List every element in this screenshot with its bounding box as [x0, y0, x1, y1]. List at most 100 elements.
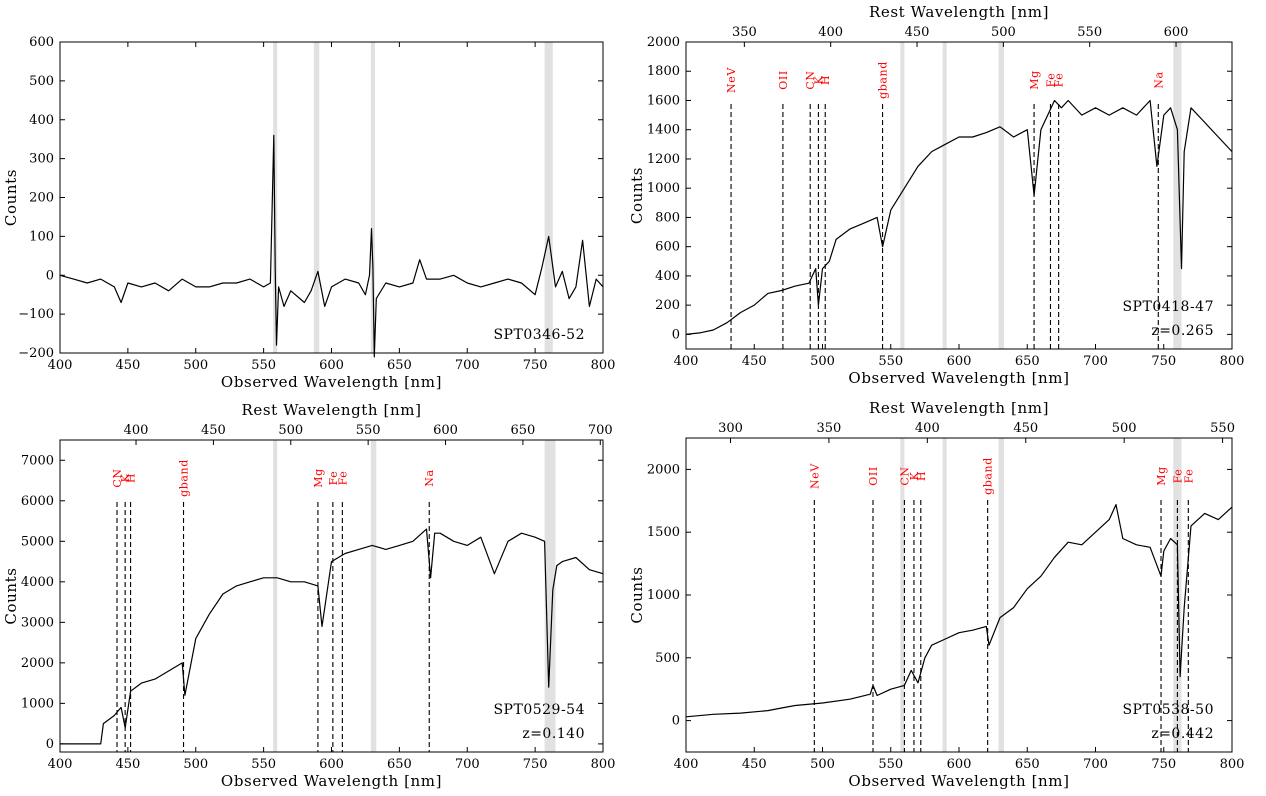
y-tick-label: 2000: [647, 35, 680, 50]
y-tick-label: 400: [29, 113, 54, 128]
telluric-band: [370, 440, 377, 752]
spectrum-line: [685, 99, 1233, 335]
x-tick-label: 700: [1083, 757, 1108, 772]
y-tick-label: −200: [18, 346, 54, 361]
x-axis-title: Observed Wavelength [nm]: [848, 369, 1069, 387]
feature-label: H: [819, 75, 832, 85]
feature-label: H: [125, 473, 138, 483]
spectrum-line: [59, 134, 604, 358]
telluric-band: [1173, 42, 1182, 349]
y-tick-label: 800: [655, 210, 680, 225]
x-tick-label: 700: [1083, 354, 1108, 369]
x-tick-label: 600: [319, 757, 344, 772]
x-tick-label: 500: [810, 757, 835, 772]
feature-label: gband: [877, 61, 890, 99]
x2-tick-label: 550: [1077, 25, 1102, 40]
object-name: SPT0529-54: [493, 702, 585, 718]
x-tick-label: 800: [591, 757, 616, 772]
y-tick-label: 300: [29, 152, 54, 167]
redshift-label: z=0.140: [522, 726, 585, 742]
feature-label: H: [915, 471, 928, 481]
x-tick-label: 500: [183, 358, 208, 373]
feature-label: Na: [423, 469, 436, 486]
telluric-band: [313, 42, 320, 353]
x2-tick-label: 500: [278, 423, 303, 438]
feature-label: OII: [777, 70, 790, 90]
y-tick-label: 1800: [647, 64, 680, 79]
feature-label: Fe: [1053, 73, 1066, 88]
x-tick-label: 750: [1151, 354, 1176, 369]
object-name: SPT0418-47: [1122, 299, 1214, 315]
x-tick-label: 600: [947, 757, 972, 772]
feature-label: Fe: [336, 471, 349, 486]
x-tick-label: 550: [878, 757, 903, 772]
feature-label: Na: [1152, 71, 1165, 88]
x-tick-label: 450: [742, 354, 767, 369]
x-tick-label: 650: [1015, 757, 1040, 772]
x2-axis-title: Rest Wavelength [nm]: [869, 399, 1049, 417]
y-axis-title: Counts: [2, 169, 20, 226]
feature-label: NeV: [808, 463, 821, 489]
telluric-band: [900, 42, 905, 349]
redshift-label: z=0.442: [1151, 726, 1214, 742]
x-tick-label: 650: [387, 358, 412, 373]
x-tick-label: 500: [183, 757, 208, 772]
telluric-band: [273, 440, 278, 752]
panel-1: 400 450 500 550 600 650 700 750 800 −200 −100 0 100 2…: [2, 35, 615, 391]
object-name: SPT0346-52: [493, 327, 585, 343]
y-tick-label: 5000: [21, 534, 54, 549]
x2-tick-label: 400: [915, 421, 940, 436]
x-tick-label: 600: [947, 354, 972, 369]
feature-label: CN: [898, 466, 911, 485]
y-tick-label: 500: [655, 651, 680, 666]
y-tick-label: −100: [18, 307, 54, 322]
x-tick-label: 750: [523, 757, 548, 772]
y-tick-label: 3000: [21, 615, 54, 630]
y-tick-label: 0: [46, 737, 54, 752]
feature-label: OII: [867, 466, 880, 486]
y-tick-label: 1500: [647, 525, 680, 540]
feature-label: Fe: [327, 471, 340, 486]
x2-tick-label: 600: [433, 423, 458, 438]
telluric-band: [942, 438, 947, 752]
feature-label: Fe: [1044, 73, 1057, 88]
spectrum-line: [685, 504, 1233, 718]
x-tick-label: 400: [674, 354, 699, 369]
y-tick-label: 1600: [647, 93, 680, 108]
object-name: SPT0538-50: [1122, 702, 1214, 718]
x-tick-label: 450: [742, 757, 767, 772]
x-tick-label: 400: [48, 358, 73, 373]
y-tick-label: 1200: [647, 152, 680, 167]
x-tick-label: 750: [523, 358, 548, 373]
y-tick-label: 400: [655, 269, 680, 284]
x2-tick-label: 550: [1210, 421, 1235, 436]
x-tick-label: 800: [591, 358, 616, 373]
telluric-band: [998, 438, 1005, 752]
telluric-band: [900, 438, 905, 752]
x2-tick-label: 450: [201, 423, 226, 438]
x-tick-label: 450: [115, 358, 140, 373]
y-tick-label: 2000: [647, 462, 680, 477]
feature-label: CN: [111, 468, 124, 487]
y-tick-label: 1000: [647, 588, 680, 603]
x-tick-label: 550: [878, 354, 903, 369]
x2-tick-label: 300: [718, 421, 743, 436]
feature-label: Mg: [1155, 466, 1168, 486]
telluric-band: [998, 42, 1005, 349]
y-tick-label: 200: [655, 298, 680, 313]
x-tick-label: 650: [1015, 354, 1040, 369]
x2-tick-label: 550: [356, 423, 381, 438]
y-tick-label: 600: [655, 240, 680, 255]
y-tick-label: 200: [29, 191, 54, 206]
x2-tick-label: 450: [905, 25, 930, 40]
x2-tick-label: 350: [732, 25, 757, 40]
telluric-band: [942, 42, 947, 349]
y-tick-label: 1000: [21, 696, 54, 711]
x-tick-label: 400: [48, 757, 73, 772]
y-tick-label: 100: [29, 229, 54, 244]
x-tick-label: 600: [319, 358, 344, 373]
